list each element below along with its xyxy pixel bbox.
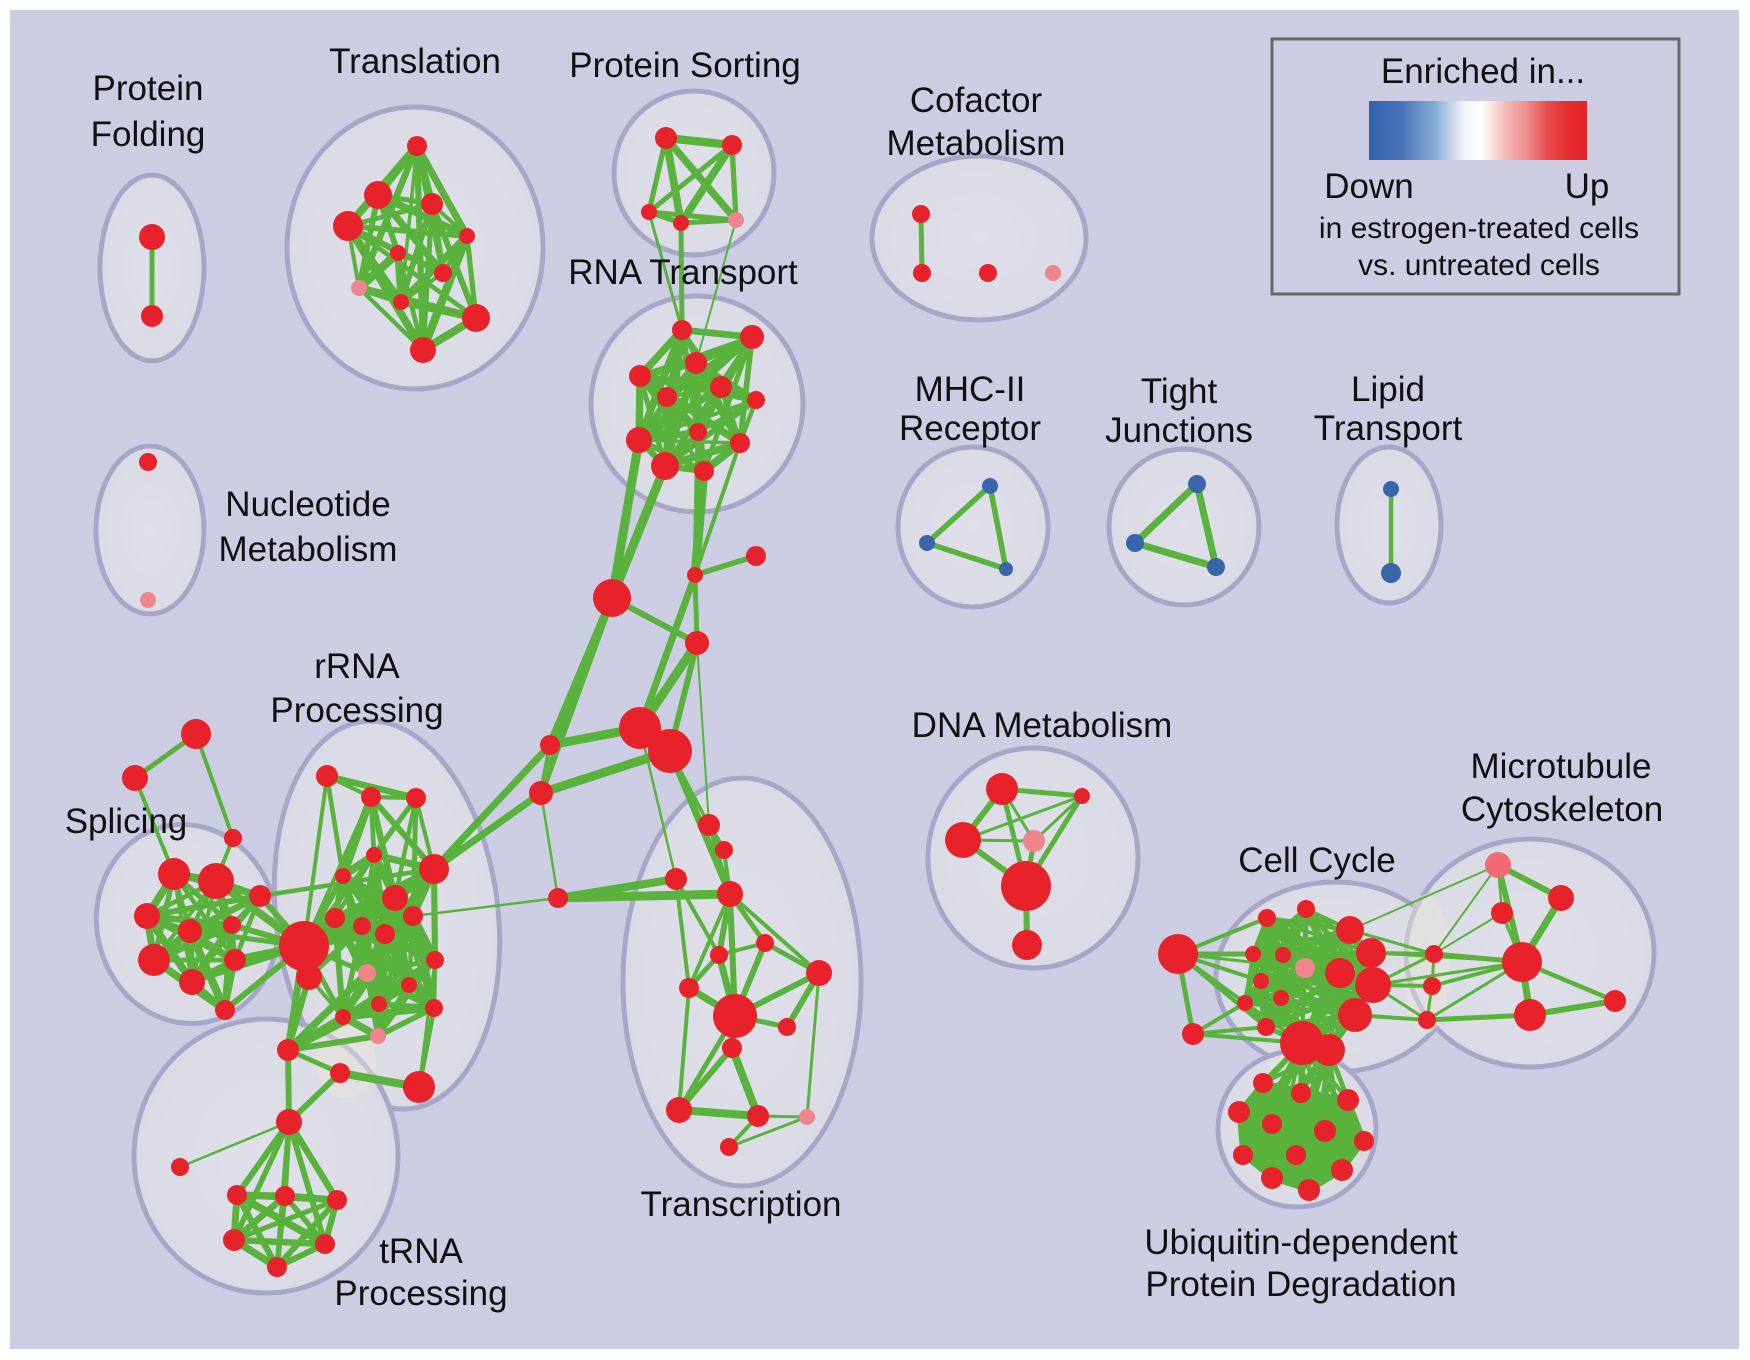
svg-text:Microtubule: Microtubule (1471, 747, 1652, 786)
svg-text:Processing: Processing (270, 691, 443, 730)
svg-text:DNA Metabolism: DNA Metabolism (912, 706, 1173, 745)
svg-text:Nucleotide: Nucleotide (225, 485, 390, 524)
svg-text:Lipid: Lipid (1351, 370, 1425, 409)
svg-text:in estrogen-treated cells: in estrogen-treated cells (1319, 212, 1639, 245)
svg-text:Transcription: Transcription (641, 1185, 842, 1224)
svg-text:Tight: Tight (1141, 372, 1218, 411)
svg-text:Junctions: Junctions (1105, 411, 1253, 450)
svg-text:Protein Sorting: Protein Sorting (569, 46, 801, 85)
svg-text:rRNA: rRNA (314, 647, 400, 686)
svg-text:Up: Up (1565, 167, 1610, 206)
svg-text:Metabolism: Metabolism (219, 530, 398, 569)
svg-text:tRNA: tRNA (379, 1232, 463, 1271)
svg-text:Protein: Protein (93, 69, 204, 108)
svg-text:Cell Cycle: Cell Cycle (1238, 841, 1396, 880)
svg-text:RNA Transport: RNA Transport (568, 253, 798, 292)
svg-text:Protein Degradation: Protein Degradation (1145, 1265, 1456, 1304)
svg-text:Metabolism: Metabolism (887, 124, 1066, 163)
svg-text:MHC-II: MHC-II (915, 370, 1026, 409)
svg-text:Ubiquitin-dependent: Ubiquitin-dependent (1144, 1223, 1458, 1262)
svg-text:Processing: Processing (334, 1274, 507, 1313)
svg-text:Down: Down (1324, 167, 1413, 206)
svg-text:Folding: Folding (91, 115, 206, 154)
svg-text:Receptor: Receptor (899, 409, 1041, 448)
svg-text:Translation: Translation (329, 42, 501, 81)
svg-text:Cytoskeleton: Cytoskeleton (1461, 790, 1663, 829)
svg-text:Transport: Transport (1314, 409, 1463, 448)
svg-text:vs. untreated cells: vs. untreated cells (1358, 249, 1600, 282)
svg-text:Splicing: Splicing (65, 802, 188, 841)
svg-text:Enriched in...: Enriched in... (1381, 52, 1585, 91)
svg-text:Cofactor: Cofactor (910, 81, 1043, 120)
